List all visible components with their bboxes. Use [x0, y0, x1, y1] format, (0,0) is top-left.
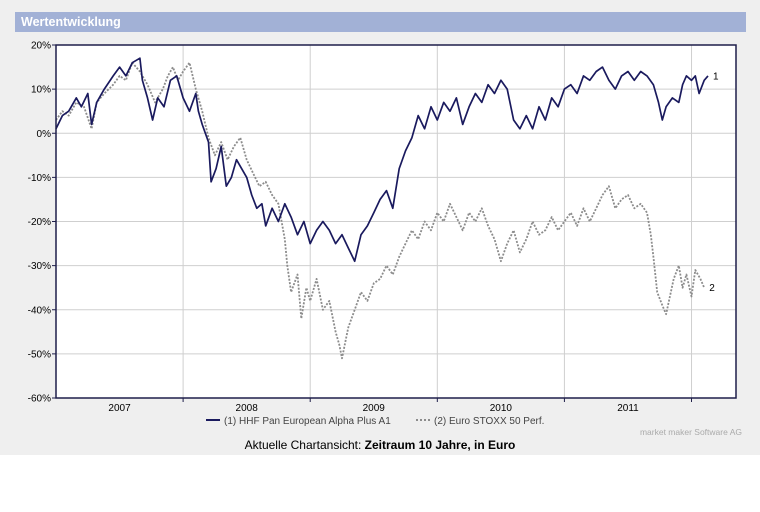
x-tick-label: 2010 [490, 403, 513, 414]
legend-label-series-2: (2) Euro STOXX 50 Perf. [434, 416, 545, 427]
performance-chart: 20%10%0%-10%-20%-30%-40%-50%-60% 2007 200… [28, 41, 737, 414]
series-end-label-1: 1 [713, 71, 719, 82]
legend-swatch-series-1 [206, 419, 220, 422]
x-tick-label: 2011 [617, 403, 639, 414]
x-axis: 2007 2008 2009 2010 2011 [108, 398, 693, 414]
y-tick-label: -30% [28, 261, 51, 272]
x-tick-label: 2009 [363, 403, 386, 414]
grid-lines [56, 44, 736, 399]
series-end-labels: 21 [709, 71, 719, 294]
x-tick-label: 2008 [236, 403, 259, 414]
series-end-label-2: 2 [709, 283, 715, 294]
legend-label-series-1: (1) HHF Pan European Alpha Plus A1 [224, 416, 391, 427]
y-tick-label: 10% [31, 85, 51, 96]
y-tick-label: 0% [37, 129, 52, 140]
series-layer [55, 57, 709, 360]
caption-period: Zeitraum 10 Jahre, in Euro [364, 438, 516, 452]
y-tick-label: 20% [31, 41, 51, 52]
credit-text: market maker Software AG [639, 427, 742, 437]
chart-header: Wertentwicklung [15, 12, 746, 32]
y-tick-label: -50% [28, 349, 51, 360]
chart-panel: Wertentwicklung 20% 10% 0% -10% -20% -30% -40%… [0, 0, 760, 455]
x-tick-label: 2007 [108, 403, 131, 414]
y-axis: 20% 10% 0% -10% -20% -30% -40% -50% -60% [28, 41, 56, 405]
y-tick-label: -60% [28, 394, 51, 405]
legend-swatch-series-2 [416, 419, 430, 422]
series-line-2 [55, 61, 706, 360]
chart-title: Wertentwicklung [21, 15, 121, 29]
y-tick-label: -20% [28, 217, 51, 228]
y-tick-label: -40% [28, 305, 51, 316]
chart-caption: Aktuelle Chartansicht: Zeitraum 10 Jahre… [0, 438, 760, 452]
legend-item-series-1: (1) HHF Pan European Alpha Plus A1 [206, 416, 391, 427]
legend-item-series-2: (2) Euro STOXX 50 Perf. [416, 416, 544, 427]
legend: (1) HHF Pan European Alpha Plus A1 (2) E… [0, 416, 760, 430]
series-line-1 [55, 57, 709, 263]
y-tick-label: -10% [28, 173, 51, 184]
caption-prefix: Aktuelle Chartansicht: [244, 438, 365, 452]
